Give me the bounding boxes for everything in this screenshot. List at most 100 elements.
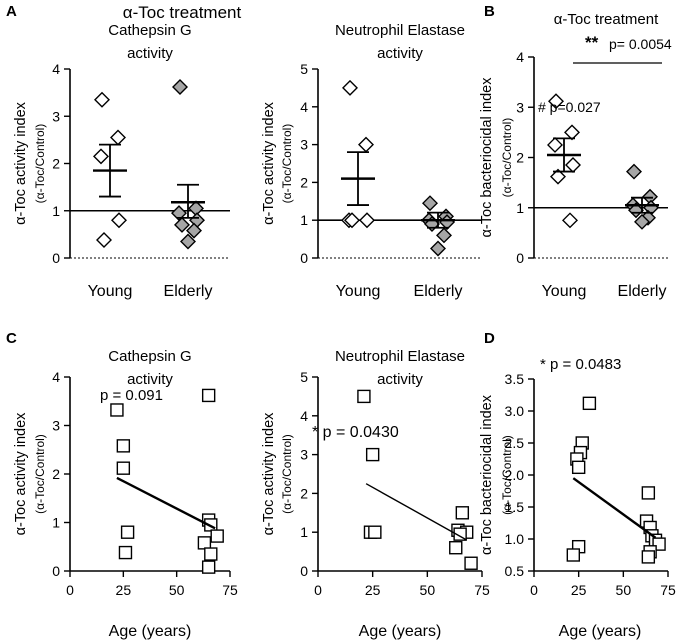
data-point [120,525,135,539]
data-point [210,529,224,543]
category-label: Elderly [164,283,213,300]
y-tick-label: 2 [52,466,60,482]
annotation-double-star: ** [585,33,599,52]
panel-c-elastase: Neutrophil Elastase activity 0 1 2 3 4 5 α-Toc a… [261,348,490,640]
y-axis-sublabel: (α-Toc/Control) [33,434,47,514]
chart-title-line: activity [377,45,423,62]
y-tick-label: 1.5 [505,499,525,515]
y-tick-label: 0 [300,250,308,266]
panel-d-bacteriocidal: 0.5 1.0 1.5 2.0 2.5 3.0 3.5 α-Toc bacteriocidal… [479,356,676,640]
data-point [174,216,190,233]
y-axis-sublabel: (α-Toc/Control) [500,118,514,198]
data-point [368,525,382,539]
y-tick-label: 1 [52,203,60,219]
y-tick-label: 0 [516,250,524,266]
y-axis-label: α-Toc bacteriocidal index [479,77,495,238]
data-point [180,233,196,250]
y-tick-label: 4 [52,61,60,77]
data-point [357,389,371,404]
data-point [422,195,438,212]
x-tick-label: 0 [314,582,322,598]
data-point [550,168,566,185]
x-tick-label: 0 [66,582,74,598]
x-tick-label: 75 [660,582,676,598]
y-tick-label: 2 [52,156,60,172]
data-point [455,506,470,520]
data-point [96,232,112,249]
data-point [548,93,564,110]
category-label: Elderly [414,283,463,300]
data-point [571,460,586,475]
data-point [118,545,133,560]
x-tick-label: 25 [365,582,381,598]
trend-line [572,477,657,539]
category-label: Elderly [618,283,667,300]
trend-line [116,476,216,530]
data-point [453,527,467,541]
y-axis-sublabel: (α-Toc/Control) [280,434,294,514]
chart-title-line: activity [127,371,173,388]
chart-title-line: activity [377,371,423,388]
panel-label-d: D [484,330,495,347]
annotation-hash-p: # p=0.027 [538,99,601,115]
chart-title-line: Cathepsin G [108,22,191,39]
y-tick-label: 0 [52,250,60,266]
y-tick-label: 0 [300,563,308,579]
x-tick-label: 25 [116,582,132,598]
trend-line [365,483,468,541]
category-label: Young [336,283,381,300]
data-point [197,536,212,550]
x-axis-label: Age (years) [559,623,642,640]
y-tick-label: 2.5 [505,435,525,451]
y-tick-label: 4 [516,49,524,65]
data-point [201,388,216,403]
y-tick-label: 0 [52,563,60,579]
x-tick-label: 50 [616,582,632,598]
data-point [449,541,463,555]
data-point [186,222,202,239]
y-tick-label: 4 [52,369,60,385]
data-point [111,212,127,229]
p-value-annotation: p = 0.091 [100,387,163,404]
y-tick-label: 5 [300,369,308,385]
y-tick-label: 2 [300,485,308,501]
x-tick-label: 0 [530,582,538,598]
data-point [562,212,578,229]
panel-label-c: C [6,330,17,347]
data-point [93,148,109,165]
data-point [201,560,216,574]
y-tick-label: 3.5 [505,371,525,387]
data-point [547,136,563,153]
y-tick-label: 2.0 [505,467,525,483]
y-tick-label: 4 [300,99,308,115]
y-tick-label: 4 [300,408,308,424]
y-tick-label: 0.5 [505,563,525,579]
y-tick-label: 3 [300,137,308,153]
chart-title-line: α-Toc treatment [554,11,659,28]
y-axis-sublabel: (α-Toc/Control) [33,124,47,204]
data-point [344,212,360,229]
y-axis-label: α-Toc bacteriocidal index [479,394,495,555]
data-point [110,129,126,146]
panel-a-elastase: Neutrophil Elastase activity 0 1 2 3 4 5 α-Toc a… [261,22,482,300]
data-point [582,396,597,411]
p-value-annotation: * p = 0.0483 [540,356,621,373]
y-axis-label: α-Toc activity index [261,101,277,225]
y-tick-label: 3 [52,108,60,124]
chart-title-line: Cathepsin G [108,348,191,365]
y-tick-label: 1 [300,212,308,228]
category-label: Young [542,283,587,300]
y-axis-sublabel: (α-Toc/Control) [280,124,294,204]
data-point [634,213,650,230]
group-title-ab: α-Toc treatment [123,3,242,22]
x-tick-label: 75 [474,582,490,598]
panel-label-a: A [6,3,17,20]
x-axis-label: Age (years) [109,623,192,640]
data-point [359,212,375,229]
data-point [464,556,478,570]
x-tick-label: 50 [169,582,185,598]
data-point [116,461,131,475]
y-tick-label: 3 [300,447,308,463]
panel-label-b: B [484,3,495,20]
